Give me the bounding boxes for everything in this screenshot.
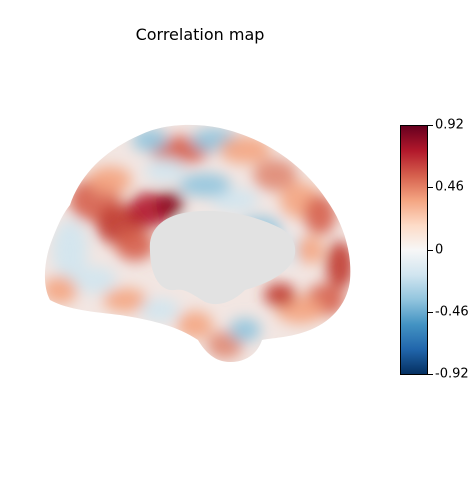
surface-patch	[52, 220, 88, 280]
surface-patch	[73, 266, 117, 294]
surface-patch	[140, 298, 180, 322]
brain-surface-medial-view	[44, 124, 351, 362]
surface-patch	[229, 318, 261, 342]
surface-patch	[326, 241, 351, 289]
surface-patch	[211, 188, 259, 212]
surface-patch	[103, 288, 147, 312]
surface-patch	[115, 229, 155, 261]
colorbar-tick	[428, 125, 433, 126]
colorbar-tick-label: -0.92	[435, 366, 469, 382]
surface-patch	[219, 136, 271, 164]
colorbar-tick	[428, 311, 433, 313]
surface-patch	[253, 159, 297, 191]
surface-patch	[132, 128, 168, 152]
colorbar-tick	[428, 249, 433, 251]
surface-patch	[156, 191, 184, 219]
colorbar-tick-label: -0.46	[435, 304, 469, 320]
colorbar-tick-label: 0.46	[435, 179, 464, 195]
surface-patch	[177, 311, 213, 339]
surface-patch	[304, 195, 336, 235]
medial-wall	[149, 210, 296, 305]
colorbar-tick	[428, 187, 433, 189]
surface-patch	[88, 166, 132, 194]
colorbar-tick-label: 0.92	[435, 117, 464, 133]
surface-patch	[179, 173, 231, 197]
plot-title: Correlation map	[135, 25, 265, 44]
surface-patch	[145, 158, 185, 182]
surface-patch	[44, 276, 78, 304]
surface-patch	[264, 283, 296, 307]
colorbar	[400, 125, 428, 375]
colorbar-tick-label: 0	[435, 242, 444, 257]
surface-patch	[296, 236, 324, 264]
colorbar-tick	[428, 374, 433, 375]
